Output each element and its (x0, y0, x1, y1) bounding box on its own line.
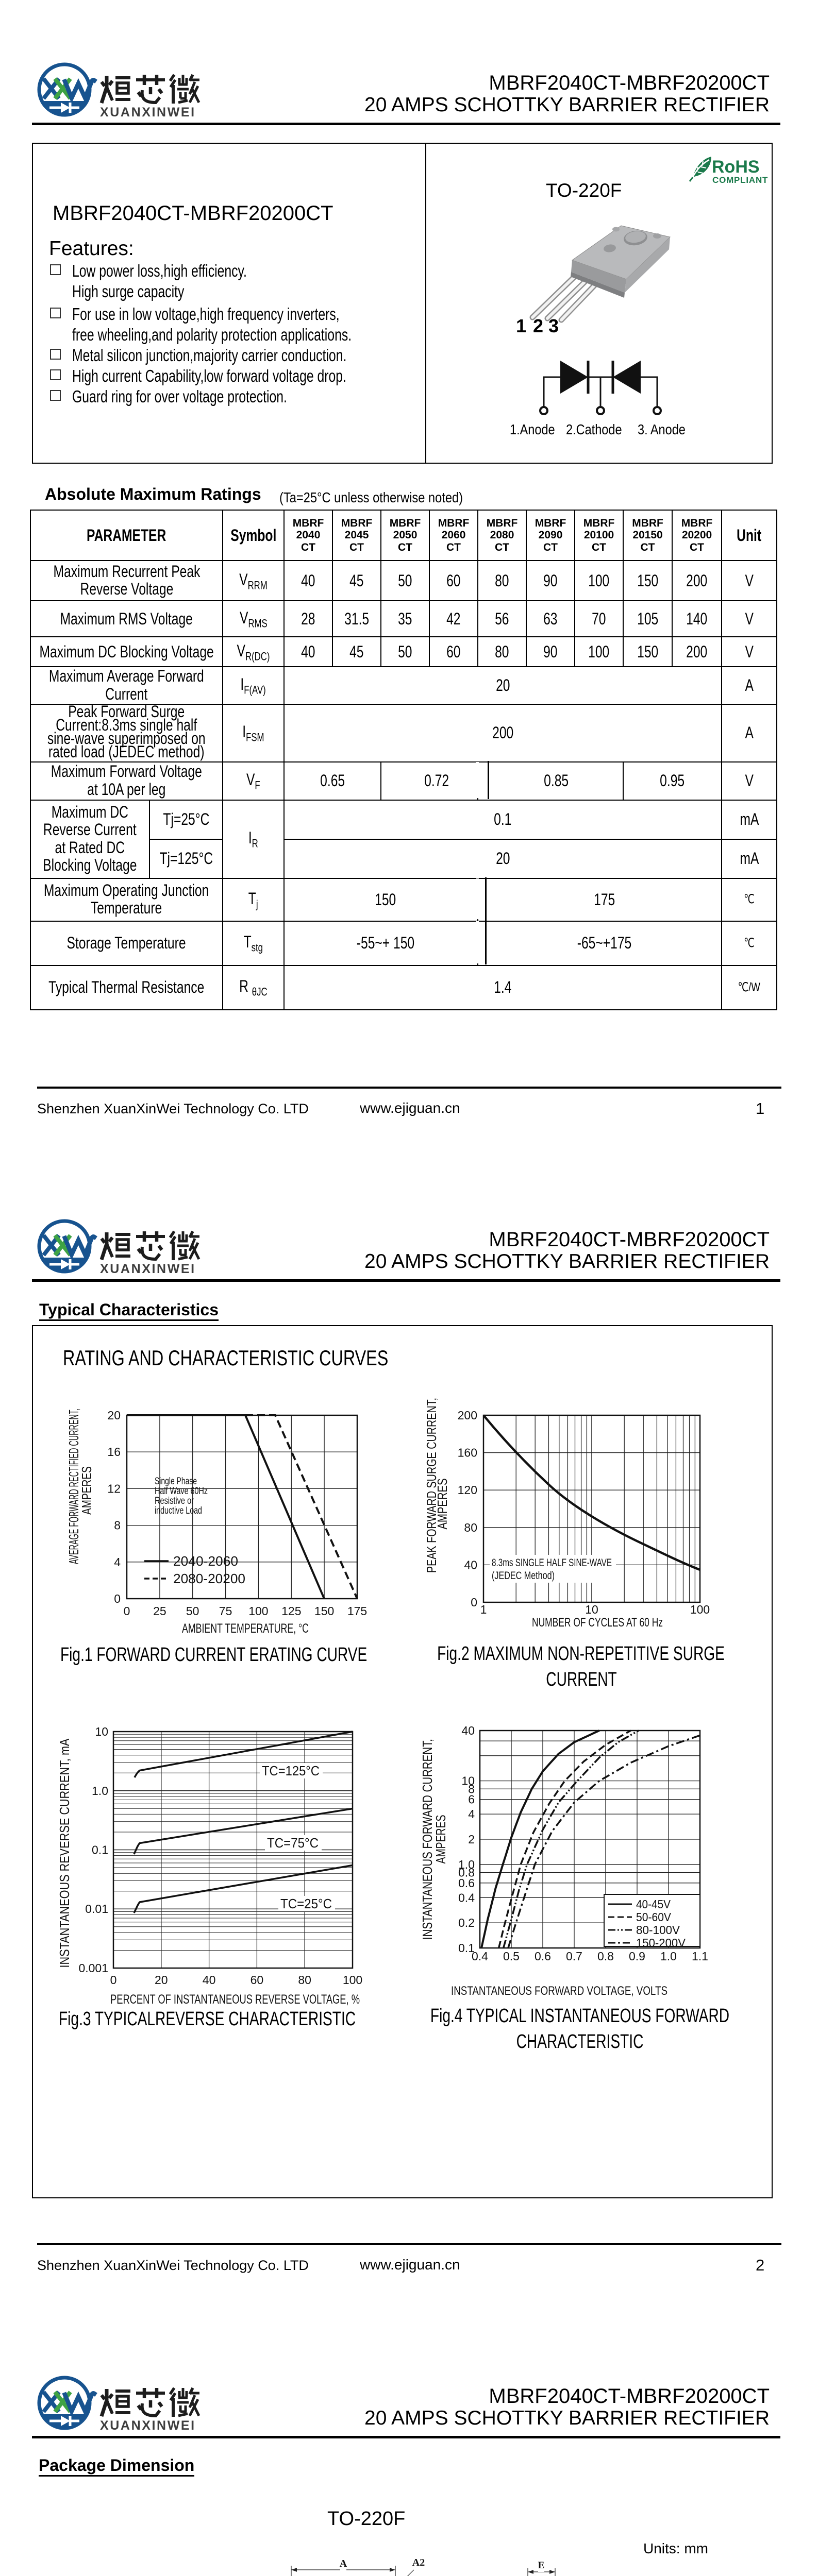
svg-text:AVERAGE FORWARD RECTIFIED CURR: AVERAGE FORWARD RECTIFIED CURRENT, (66, 1409, 81, 1564)
svg-text:0.4: 0.4 (472, 1950, 488, 1963)
svg-text:AMPERES: AMPERES (79, 1466, 94, 1515)
svg-text:8: 8 (468, 1782, 475, 1795)
svg-text:0.8: 0.8 (458, 1866, 475, 1879)
svg-text:10: 10 (585, 1603, 598, 1616)
svg-text:6: 6 (468, 1793, 475, 1806)
svg-text:0.1: 0.1 (458, 1941, 475, 1955)
svg-text:TC=75°C: TC=75°C (267, 1835, 319, 1851)
svg-text:0.6: 0.6 (458, 1876, 475, 1890)
svg-text:0.2: 0.2 (458, 1916, 475, 1929)
svg-text:8.3ms SINGLE HALF SINE-WAVE: 8.3ms SINGLE HALF SINE-WAVE (492, 1557, 612, 1569)
svg-text:12: 12 (107, 1482, 121, 1495)
svg-text:4: 4 (468, 1807, 475, 1821)
svg-text:1.0: 1.0 (458, 1858, 475, 1871)
svg-text:40: 40 (203, 1973, 216, 1987)
svg-text:0.8: 0.8 (597, 1950, 614, 1963)
svg-text:80: 80 (298, 1973, 311, 1987)
svg-text:2: 2 (468, 1833, 475, 1846)
svg-text:Half Wave 60Hz: Half Wave 60Hz (155, 1486, 208, 1497)
svg-text:4: 4 (114, 1555, 121, 1569)
svg-text:0: 0 (124, 1604, 130, 1618)
svg-text:1: 1 (480, 1603, 487, 1616)
svg-text:A: A (340, 2558, 347, 2569)
svg-text:0.5: 0.5 (503, 1950, 520, 1963)
svg-text:0: 0 (110, 1973, 117, 1987)
svg-text:Resistive or: Resistive or (155, 1496, 194, 1506)
svg-text:100: 100 (690, 1603, 710, 1616)
svg-text:XUANXINWEI: XUANXINWEI (100, 2418, 196, 2433)
svg-text:RoHS: RoHS (712, 157, 760, 177)
svg-text:0: 0 (114, 1592, 121, 1605)
svg-text:8: 8 (114, 1519, 121, 1532)
svg-text:INSTANTANEOUS FORWARD VOLTAGE,: INSTANTANEOUS FORWARD VOLTAGE, VOLTS (451, 1984, 667, 1998)
svg-text:40-45V: 40-45V (636, 1897, 671, 1911)
svg-text:80-100V: 80-100V (636, 1923, 680, 1937)
svg-text:2040-2060: 2040-2060 (173, 1553, 238, 1569)
svg-text:AMPERES: AMPERES (435, 1479, 450, 1530)
svg-text:20: 20 (155, 1973, 168, 1987)
svg-text:60: 60 (251, 1973, 264, 1987)
svg-text:0: 0 (471, 1596, 477, 1609)
svg-text:0.6: 0.6 (535, 1950, 551, 1963)
svg-text:AMPERES: AMPERES (433, 1815, 448, 1864)
svg-text:(JEDEC Method): (JEDEC Method) (492, 1570, 555, 1582)
svg-text:20: 20 (107, 1409, 121, 1422)
svg-text:0.1: 0.1 (92, 1843, 108, 1857)
svg-text:1.0: 1.0 (92, 1784, 108, 1798)
svg-text:0.9: 0.9 (629, 1950, 645, 1963)
svg-text:INSTANTANEOUS FORWARD CURRENT,: INSTANTANEOUS FORWARD CURRENT, (420, 1739, 435, 1940)
svg-text:25: 25 (153, 1604, 166, 1618)
svg-text:80: 80 (464, 1521, 477, 1534)
svg-text:A2: A2 (412, 2557, 425, 2568)
svg-text:10: 10 (461, 1774, 475, 1788)
svg-text:TC=125°C: TC=125°C (262, 1763, 320, 1778)
svg-text:150: 150 (314, 1604, 334, 1618)
svg-text:10: 10 (95, 1725, 108, 1738)
svg-text:INSTANTANEOUS REVERSE CURRENT,: INSTANTANEOUS REVERSE CURRENT, mA (57, 1738, 72, 1968)
svg-text:50-60V: 50-60V (636, 1910, 672, 1924)
svg-text:150-200V: 150-200V (636, 1936, 686, 1950)
svg-text:75: 75 (219, 1604, 232, 1618)
svg-text:E: E (538, 2560, 545, 2571)
svg-text:AMBIENT TEMPERATURE, °C: AMBIENT TEMPERATURE, °C (182, 1621, 309, 1636)
svg-text:Single Phase: Single Phase (155, 1476, 197, 1487)
svg-text:1.0: 1.0 (660, 1950, 677, 1963)
svg-text:inductive Load: inductive Load (155, 1505, 202, 1516)
svg-text:0.4: 0.4 (458, 1891, 475, 1904)
svg-text:TC=25°C: TC=25°C (280, 1896, 332, 1911)
svg-text:0.01: 0.01 (85, 1902, 108, 1916)
svg-text:100: 100 (343, 1973, 362, 1987)
svg-text:50: 50 (186, 1604, 199, 1618)
svg-text:125: 125 (281, 1604, 301, 1618)
svg-text:PERCENT OF INSTANTANEOUS REVER: PERCENT OF INSTANTANEOUS REVERSE VOLTAGE… (110, 1992, 360, 2007)
svg-text:40: 40 (464, 1558, 477, 1571)
svg-text:120: 120 (458, 1483, 477, 1497)
svg-text:PEAK FORWARD SURGE CURRENT,: PEAK FORWARD SURGE CURRENT, (424, 1398, 439, 1573)
svg-text:XUANXINWEI: XUANXINWEI (100, 105, 196, 120)
svg-text:NUMBER OF CYCLES AT 60 Hz: NUMBER OF CYCLES AT 60 Hz (532, 1616, 663, 1630)
svg-text:XUANXINWEI: XUANXINWEI (100, 1262, 196, 1276)
svg-text:COMPLIANT: COMPLIANT (712, 175, 768, 185)
svg-text:100: 100 (248, 1604, 268, 1618)
svg-text:40: 40 (461, 1724, 475, 1737)
svg-text:0.7: 0.7 (566, 1950, 582, 1963)
svg-text:0.001: 0.001 (78, 1961, 108, 1975)
svg-text:200: 200 (458, 1409, 477, 1422)
svg-text:1.1: 1.1 (692, 1950, 708, 1963)
svg-text:2080-20200: 2080-20200 (173, 1571, 245, 1586)
svg-text:175: 175 (347, 1604, 367, 1618)
svg-text:16: 16 (107, 1445, 121, 1459)
svg-text:160: 160 (458, 1446, 477, 1460)
